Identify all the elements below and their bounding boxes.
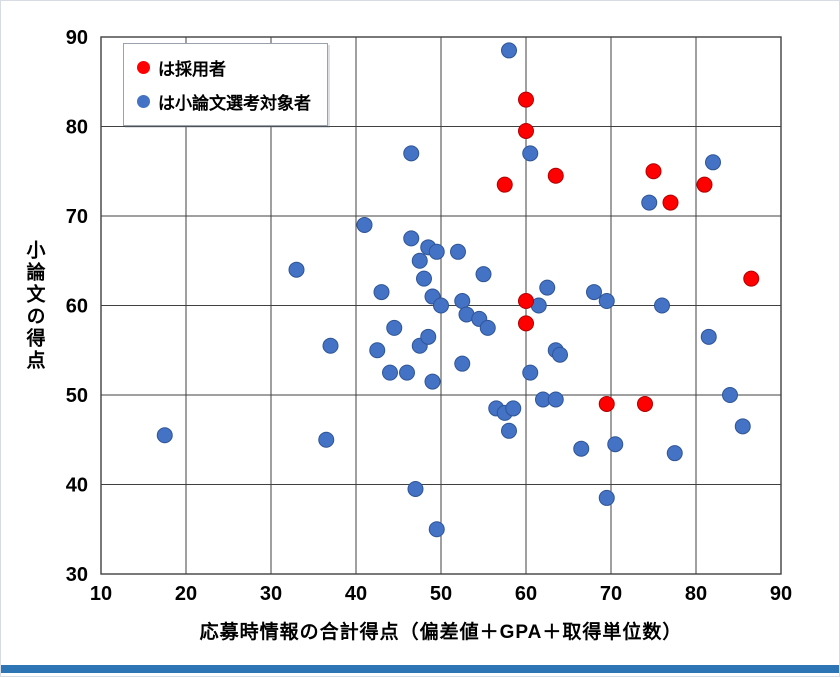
data-point-小論文選考対象者 [382,364,398,381]
x-tick-label: 40 [345,583,367,605]
data-point-小論文選考対象者 [607,436,624,453]
data-point-採用者 [598,395,615,412]
data-point-採用者 [547,167,564,184]
data-point-採用者 [518,122,534,139]
data-point-採用者 [662,194,679,211]
x-tick-label: 30 [260,583,282,605]
x-tick-label: 80 [685,583,707,605]
data-point-小論文選考対象者 [369,342,386,359]
x-tick-label: 50 [430,583,452,605]
data-point-小論文選考対象者 [505,400,522,417]
data-point-小論文選考対象者 [586,284,602,301]
data-point-採用者 [518,293,534,310]
data-point-採用者 [645,163,662,180]
data-point-小論文選考対象者 [722,387,738,403]
data-point-小論文選考対象者 [547,391,564,408]
data-point-小論文選考対象者 [654,297,670,314]
x-axis-title: 応募時情報の合計得点（偏差値＋GPA＋取得単位数） [199,622,683,643]
data-point-小論文選考対象者 [407,480,424,497]
y-tick-label: 50 [66,385,88,407]
data-point-小論文選考対象者 [539,279,556,296]
data-point-採用者 [743,270,760,287]
data-point-小論文選考対象者 [573,440,590,457]
data-point-小論文選考対象者 [403,230,420,247]
legend-item-hired: は採用者 [137,55,311,80]
bottom-blue-bar [1,665,839,673]
data-point-小論文選考対象者 [641,194,658,211]
blue-dot-icon [137,95,150,108]
x-tick-label: 10 [90,583,112,605]
data-point-採用者 [518,315,534,332]
data-point-小論文選考対象者 [420,328,437,345]
chart-legend: は採用者 は小論文選考対象者 [123,43,328,126]
data-point-小論文選考対象者 [403,145,420,162]
y-tick-label: 40 [66,475,88,497]
data-point-小論文選考対象者 [322,337,339,354]
data-point-小論文選考対象者 [734,418,751,435]
data-point-採用者 [637,395,653,412]
x-tick-label: 70 [600,583,622,605]
legend-item-candidates: は小論文選考対象者 [137,89,311,114]
y-tick-label: 30 [66,564,88,586]
data-point-小論文選考対象者 [522,145,539,162]
y-tick-label: 90 [66,27,88,49]
data-point-小論文選考対象者 [475,266,492,283]
data-point-採用者 [518,91,534,108]
data-point-小論文選考対象者 [416,270,432,287]
y-axis-title: 小論文の得点 [23,239,45,372]
legend-label: は小論文選考対象者 [158,94,311,113]
data-point-小論文選考対象者 [700,328,717,345]
plot-border [100,36,782,575]
data-point-小論文選考対象者 [411,252,428,269]
scatter-plot: 10 20 30 40 50 60 70 80 90 30 40 50 60 70 80 90 [66,27,792,605]
data-point-小論文選考対象者 [454,293,471,310]
data-point-小論文選考対象者 [424,373,441,390]
data-point-小論文選考対象者 [288,261,305,278]
data-point-小論文選考対象者 [373,284,390,301]
data-point-小論文選考対象者 [156,427,173,444]
legend-label: は採用者 [158,60,226,79]
x-tick-label: 60 [515,583,537,605]
x-tick-label: 90 [770,583,792,605]
data-point-小論文選考対象者 [356,216,373,233]
data-point-小論文選考対象者 [501,422,517,439]
data-point-小論文選考対象者 [433,297,449,314]
y-tick-label: 70 [66,206,88,228]
data-point-小論文選考対象者 [705,154,721,171]
data-point-小論文選考対象者 [454,355,471,372]
x-tick-label: 20 [175,583,197,605]
data-point-小論文選考対象者 [666,445,683,462]
data-point-小論文選考対象者 [522,364,539,381]
y-tick-label: 60 [66,296,88,318]
data-point-小論文選考対象者 [428,243,445,260]
data-point-採用者 [696,176,713,193]
data-point-小論文選考対象者 [598,489,615,506]
y-tick-label: 80 [66,117,88,139]
red-dot-icon [137,61,150,74]
data-point-小論文選考対象者 [501,42,517,59]
data-point-小論文選考対象者 [386,319,403,336]
data-point-小論文選考対象者 [552,346,568,363]
data-point-小論文選考対象者 [318,431,335,448]
data-point-小論文選考対象者 [450,243,466,260]
data-point-小論文選考対象者 [428,521,445,538]
data-point-小論文選考対象者 [598,293,615,310]
data-point-採用者 [496,176,513,193]
data-point-小論文選考対象者 [479,319,496,336]
data-point-小論文選考対象者 [399,364,415,381]
